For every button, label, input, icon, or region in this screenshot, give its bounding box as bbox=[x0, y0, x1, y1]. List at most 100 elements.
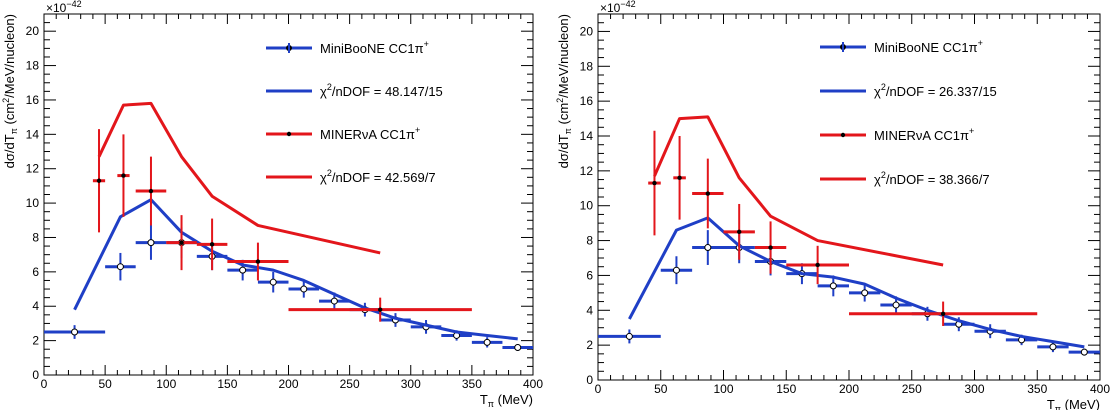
y-tick-label: 8 bbox=[32, 230, 39, 244]
data-point bbox=[940, 311, 946, 316]
data-point bbox=[209, 242, 215, 247]
legend: MiniBooNE CC1π+χ2/nDOF = 26.337/15MINERν… bbox=[820, 38, 997, 187]
legend-text: MINERνA CC1π bbox=[874, 128, 969, 143]
x-tick-label: 250 bbox=[902, 382, 922, 396]
y-tick-label: 2 bbox=[32, 334, 39, 348]
series-data-points bbox=[92, 129, 472, 322]
y-exponent-label: ×10−42 bbox=[600, 0, 636, 15]
y-label-main: dσ/dT bbox=[556, 134, 571, 168]
series-model-line bbox=[97, 101, 381, 255]
legend-sup: 2 bbox=[881, 170, 886, 180]
x-tick-label: 400 bbox=[1090, 382, 1110, 396]
data-point bbox=[652, 180, 657, 186]
y-label-unit-rest: /MeV/nucleon) bbox=[2, 14, 17, 98]
legend-sup: + bbox=[969, 126, 974, 136]
x-label-unit: (MeV) bbox=[494, 392, 533, 407]
y-axis-label: dσ/dTπ (cm2/MeV/nucleon) bbox=[1, 14, 19, 168]
data-point bbox=[147, 239, 155, 247]
legend-entry-label: MINERνA CC1π+ bbox=[874, 126, 974, 143]
y-axis-label: dσ/dTπ (cm2/MeV/nucleon) bbox=[555, 14, 573, 168]
data-point bbox=[892, 301, 900, 309]
data-point bbox=[736, 229, 742, 235]
y-label-main: dσ/dT bbox=[2, 134, 17, 168]
x-tick-label: 0 bbox=[41, 377, 48, 391]
chart-panel-left: 0 50 100 150 200 250 300 350 400 0 2 4 6 8 10 12 14 16 18 2… bbox=[1, 0, 543, 409]
x-label-sub: π bbox=[488, 399, 494, 409]
x-tick-label: 150 bbox=[217, 377, 237, 391]
chart-panel-right: 0 50 100 150 200 250 300 350 400 0 2 4 6 8 10 12 14 16 18 2… bbox=[555, 0, 1110, 410]
series-model-line bbox=[653, 115, 944, 267]
x-label-main: T bbox=[480, 392, 488, 407]
y-tick-label: 12 bbox=[580, 164, 594, 178]
x-label-main: T bbox=[1047, 397, 1055, 410]
data-point bbox=[768, 245, 773, 250]
x-label-sub: π bbox=[1055, 404, 1061, 410]
y-tick-label: 18 bbox=[580, 59, 594, 73]
data-point bbox=[829, 282, 837, 290]
model-curve bbox=[73, 198, 518, 341]
y-tick-label: 16 bbox=[26, 93, 40, 107]
legend-text: χ bbox=[320, 84, 327, 99]
y-tick-label: 18 bbox=[26, 59, 40, 73]
x-tick-label: 50 bbox=[654, 382, 668, 396]
model-curve bbox=[628, 216, 1085, 349]
y-tick-label: 0 bbox=[32, 368, 39, 382]
legend-sup: 2 bbox=[881, 82, 886, 92]
y-label-sub: π bbox=[9, 128, 19, 134]
data-point bbox=[330, 297, 338, 305]
x-tick-label: 150 bbox=[776, 382, 796, 396]
y-tick-label: 14 bbox=[26, 127, 40, 141]
legend-marker bbox=[840, 132, 846, 138]
y-tick-label: 6 bbox=[586, 268, 593, 282]
y-tick-label: 6 bbox=[32, 265, 39, 279]
y-exponent-label: ×10−42 bbox=[46, 0, 82, 15]
legend-text: χ bbox=[874, 172, 881, 187]
x-tick-label: 300 bbox=[401, 377, 421, 391]
exponent-power: −42 bbox=[620, 0, 635, 9]
legend-text-rest: /nDOF = 26.337/15 bbox=[886, 84, 997, 99]
plot-frame bbox=[597, 13, 1101, 381]
legend: MiniBooNE CC1π+χ2/nDOF = 48.147/15MINERν… bbox=[266, 39, 443, 185]
legend-marker bbox=[286, 131, 292, 137]
legend-sup: 2 bbox=[327, 82, 332, 92]
legend-text-rest: /nDOF = 42.569/7 bbox=[332, 170, 436, 185]
x-tick-label: 200 bbox=[839, 382, 859, 396]
x-tick-label: 0 bbox=[595, 382, 602, 396]
y-tick-label: 10 bbox=[26, 196, 40, 210]
x-tick-label: 100 bbox=[713, 382, 733, 396]
y-tick-label: 14 bbox=[580, 129, 594, 143]
x-tick-label: 250 bbox=[340, 377, 360, 391]
y-label-unit: (cm bbox=[2, 103, 17, 128]
x-tick-label: 350 bbox=[1027, 382, 1047, 396]
data-point bbox=[483, 338, 491, 346]
y-tick-label: 8 bbox=[586, 234, 593, 248]
data-point bbox=[255, 259, 261, 264]
legend-sup: 2 bbox=[327, 168, 332, 178]
y-label-sub: π bbox=[563, 128, 573, 134]
model-curve bbox=[653, 115, 944, 267]
series-model-line bbox=[73, 198, 518, 341]
data-point bbox=[672, 266, 680, 274]
legend-entry-label: MiniBooNE CC1π+ bbox=[874, 38, 983, 55]
y-label-unit: (cm bbox=[556, 103, 571, 128]
data-point bbox=[704, 244, 712, 252]
x-label-unit: (MeV) bbox=[1061, 397, 1100, 410]
legend-text-rest: /nDOF = 38.366/7 bbox=[886, 172, 990, 187]
data-point bbox=[300, 285, 308, 293]
exponent-base: ×10 bbox=[600, 1, 621, 15]
exponent-base: ×10 bbox=[46, 1, 67, 15]
y-tick-label: 20 bbox=[26, 24, 40, 38]
y-label-unit-sup: 2 bbox=[1, 98, 11, 103]
legend-entry-label: MINERνA CC1π+ bbox=[320, 125, 420, 142]
y-label-unit-rest: /MeV/nucleon) bbox=[556, 14, 571, 98]
data-point bbox=[269, 278, 277, 286]
legend-entry-label: χ2/nDOF = 48.147/15 bbox=[320, 82, 443, 99]
y-tick-label: 20 bbox=[580, 24, 594, 38]
data-point bbox=[861, 289, 869, 297]
legend-entry-label: χ2/nDOF = 42.569/7 bbox=[320, 168, 436, 185]
data-point bbox=[71, 328, 79, 336]
data-point bbox=[514, 343, 522, 351]
x-tick-label: 50 bbox=[98, 377, 112, 391]
model-curve bbox=[97, 101, 381, 255]
y-tick-label: 16 bbox=[580, 94, 594, 108]
